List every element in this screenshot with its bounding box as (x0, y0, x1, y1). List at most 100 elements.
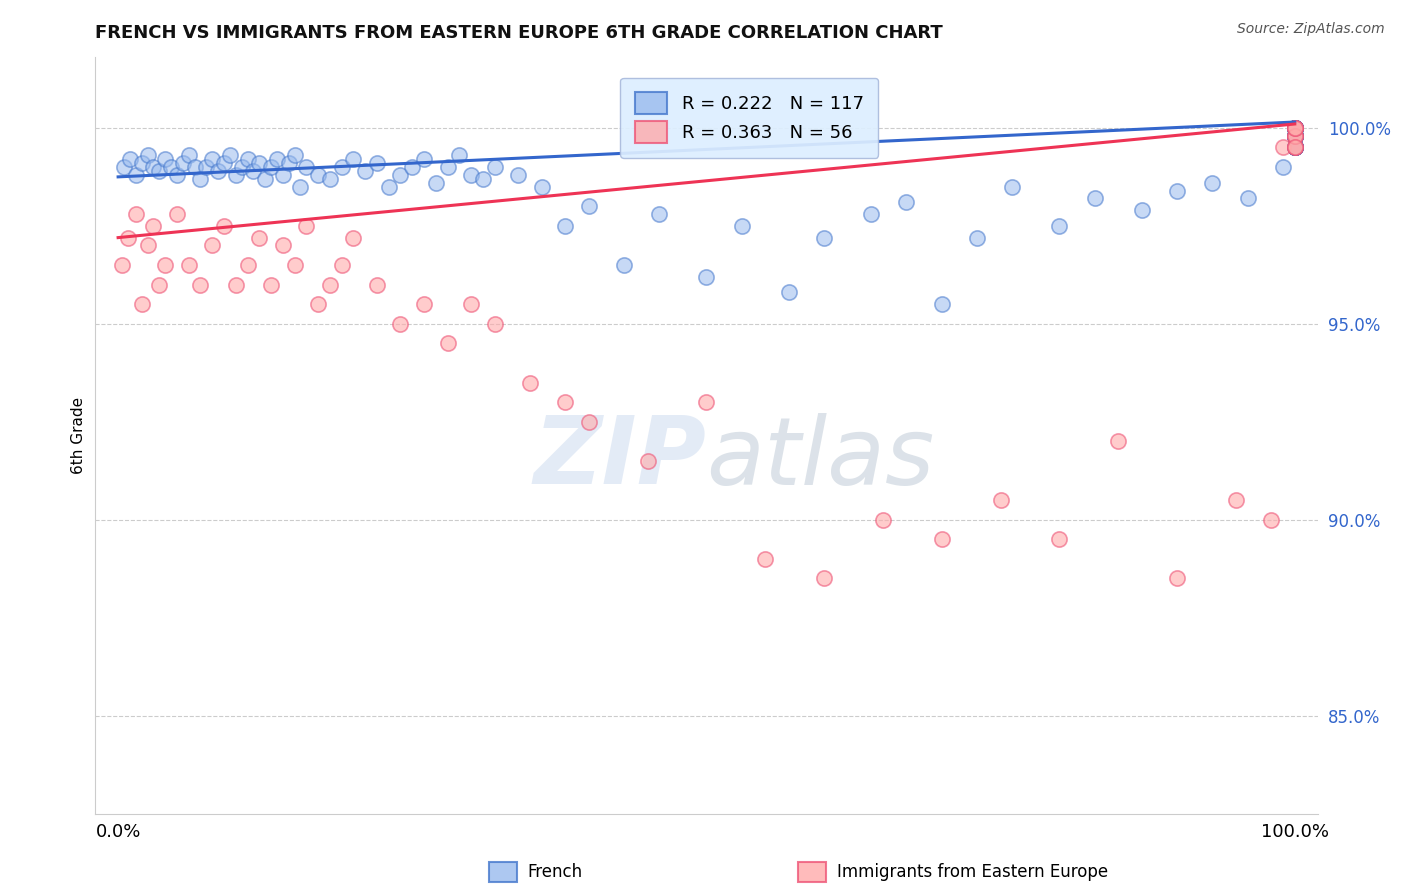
Point (436, 160, 458, 174)
Point (530, 179, 553, 194)
Point (271, 168, 294, 182)
Point (190, 171, 212, 186)
Point (1284, 128, 1306, 143)
Point (1284, 140, 1306, 154)
Point (125, 168, 148, 182)
Text: French: French (527, 863, 582, 881)
Point (460, 297, 482, 311)
Y-axis label: 6th Grade: 6th Grade (72, 397, 86, 474)
Point (342, 153, 364, 167)
Point (125, 207, 148, 221)
Text: Source: ZipAtlas.com: Source: ZipAtlas.com (1237, 22, 1385, 37)
Point (247, 230, 270, 244)
Point (366, 156, 388, 170)
Point (1284, 128, 1306, 143)
Point (1225, 493, 1247, 508)
Point (177, 258, 200, 272)
Point (471, 171, 494, 186)
Point (966, 230, 988, 244)
Point (1166, 184, 1188, 198)
Point (1284, 120, 1306, 135)
Point (307, 297, 329, 311)
Point (1284, 140, 1306, 154)
Point (872, 513, 894, 527)
Point (195, 160, 218, 174)
Point (271, 238, 294, 252)
Point (1284, 120, 1306, 135)
Bar (489, 863, 517, 882)
Point (1284, 128, 1306, 143)
Legend: R = 0.222   N = 117, R = 0.363   N = 56: R = 0.222 N = 117, R = 0.363 N = 56 (620, 78, 879, 158)
Point (1284, 128, 1306, 143)
Point (1284, 128, 1306, 143)
Point (354, 164, 377, 178)
Point (219, 148, 242, 162)
Point (1284, 140, 1306, 154)
Point (136, 148, 159, 162)
Point (131, 156, 153, 170)
Point (1284, 120, 1306, 135)
Point (225, 168, 247, 182)
Point (1260, 513, 1282, 527)
Point (1272, 140, 1295, 154)
Point (1284, 140, 1306, 154)
Point (277, 156, 299, 170)
Point (136, 238, 159, 252)
Point (778, 285, 800, 300)
Point (1284, 120, 1306, 135)
Point (1284, 140, 1306, 154)
Text: atlas: atlas (706, 413, 935, 504)
Point (1284, 128, 1306, 143)
Point (1284, 140, 1306, 154)
Point (1047, 219, 1070, 233)
Point (236, 258, 259, 272)
Point (389, 168, 412, 182)
Point (172, 156, 194, 170)
Point (1284, 120, 1306, 135)
Point (1284, 120, 1306, 135)
Point (1284, 120, 1306, 135)
Point (247, 156, 270, 170)
Point (377, 179, 399, 194)
Point (1284, 120, 1306, 135)
Point (118, 153, 141, 167)
Point (1284, 120, 1306, 135)
Point (1284, 120, 1306, 135)
Point (284, 148, 307, 162)
Point (1284, 140, 1306, 154)
Point (342, 230, 364, 244)
Point (1284, 120, 1306, 135)
Point (1284, 120, 1306, 135)
Point (201, 238, 224, 252)
Point (290, 179, 312, 194)
Point (1236, 191, 1258, 205)
Point (1284, 140, 1306, 154)
Point (860, 207, 883, 221)
Point (1284, 140, 1306, 154)
Point (1284, 140, 1306, 154)
Point (1284, 140, 1306, 154)
Point (813, 230, 835, 244)
Point (166, 207, 188, 221)
Point (578, 199, 600, 213)
Bar (797, 863, 827, 882)
Point (131, 297, 153, 311)
Point (1284, 140, 1306, 154)
Point (284, 258, 307, 272)
Point (1107, 434, 1129, 449)
Point (201, 153, 224, 167)
Point (1284, 120, 1306, 135)
Point (295, 160, 318, 174)
Point (330, 258, 353, 272)
Point (813, 572, 835, 586)
Point (389, 317, 412, 331)
Point (484, 317, 506, 331)
Point (1284, 120, 1306, 135)
Point (117, 230, 139, 244)
Point (1284, 120, 1306, 135)
Point (1284, 120, 1306, 135)
Point (1272, 160, 1295, 174)
Point (1284, 120, 1306, 135)
Point (112, 160, 135, 174)
Point (1130, 203, 1153, 218)
